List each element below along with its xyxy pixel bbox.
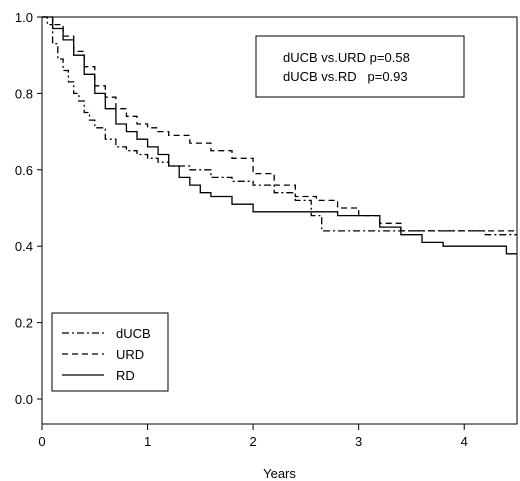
x-tick-label: 2 xyxy=(249,434,256,449)
legend-frame xyxy=(51,312,169,392)
x-tick-label: 1 xyxy=(144,434,151,449)
stat-annotation-box: dUCB vs.URD p=0.58 dUCB vs.RD p=0.93 xyxy=(255,35,465,98)
y-tick-label: 0.0 xyxy=(15,392,33,407)
y-tick-label: 0.8 xyxy=(15,86,33,101)
x-tick-label: 3 xyxy=(355,434,362,449)
x-axis-title: Years xyxy=(263,466,296,481)
plot-frame xyxy=(41,16,518,425)
stat-box-frame xyxy=(255,35,465,98)
stat-line: dUCB vs.URD p=0.58 xyxy=(283,50,410,65)
x-tick-label: 4 xyxy=(461,434,468,449)
x-tick-label: 0 xyxy=(38,434,45,449)
stat-line: dUCB vs.RD p=0.93 xyxy=(283,69,408,84)
axes xyxy=(41,16,518,425)
y-tick-label: 1.0 xyxy=(15,10,33,25)
y-tick-label: 0.2 xyxy=(15,316,33,331)
legend: dUCB URD RD xyxy=(51,312,169,392)
series-line-urd xyxy=(42,16,517,232)
y-tick-label: 0.4 xyxy=(15,239,33,254)
series-layer xyxy=(42,16,517,255)
series-line-rd xyxy=(42,16,517,255)
ticks-layer: 0.0 0.2 0.4 0.6 0.8 1.0 0 1 2 3 4 xyxy=(15,10,468,449)
series-line-ducb xyxy=(42,16,517,236)
legend-label-rd: RD xyxy=(116,368,135,383)
legend-label-urd: URD xyxy=(116,347,144,362)
y-tick-label: 0.6 xyxy=(15,163,33,178)
legend-label-ducb: dUCB xyxy=(116,326,151,341)
